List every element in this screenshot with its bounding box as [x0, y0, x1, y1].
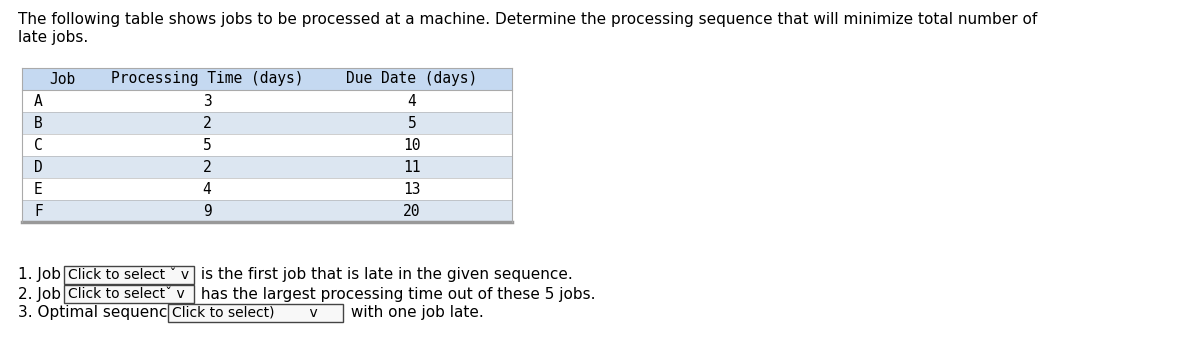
- Text: E: E: [34, 181, 43, 196]
- Text: 4: 4: [408, 94, 416, 109]
- Text: D: D: [34, 160, 43, 175]
- Text: 9: 9: [203, 203, 211, 218]
- Text: 10: 10: [403, 137, 421, 152]
- Text: 3: 3: [203, 94, 211, 109]
- Bar: [168, 304, 342, 322]
- Text: 3. Optimal sequence is: 3. Optimal sequence is: [18, 306, 199, 321]
- Bar: [22, 68, 512, 90]
- Text: Click to selectˇ v: Click to selectˇ v: [67, 287, 185, 301]
- Text: B: B: [34, 116, 43, 131]
- Bar: [22, 134, 512, 156]
- Bar: [22, 112, 512, 134]
- Text: with one job late.: with one job late.: [346, 306, 484, 321]
- Text: A: A: [34, 94, 43, 109]
- Text: 1. Job: 1. Job: [18, 267, 66, 282]
- Text: 2: 2: [203, 116, 211, 131]
- Text: C: C: [34, 137, 43, 152]
- Bar: [64, 285, 193, 303]
- Text: Processing Time (days): Processing Time (days): [110, 71, 304, 86]
- Text: 20: 20: [403, 203, 421, 218]
- Text: Job: Job: [49, 71, 76, 86]
- Text: 5: 5: [408, 116, 416, 131]
- Text: Click to select)        v: Click to select) v: [172, 306, 317, 320]
- Text: has the largest processing time out of these 5 jobs.: has the largest processing time out of t…: [197, 287, 596, 302]
- Bar: [64, 266, 193, 284]
- Text: 13: 13: [403, 181, 421, 196]
- Text: late jobs.: late jobs.: [18, 30, 89, 45]
- Text: Click to select ˇ v: Click to select ˇ v: [67, 268, 188, 282]
- Text: 5: 5: [203, 137, 211, 152]
- Text: F: F: [34, 203, 43, 218]
- Text: 2: 2: [203, 160, 211, 175]
- Text: is the first job that is late in the given sequence.: is the first job that is late in the giv…: [197, 267, 574, 282]
- Text: 11: 11: [403, 160, 421, 175]
- Bar: [22, 200, 512, 222]
- Text: Due Date (days): Due Date (days): [347, 71, 478, 86]
- Bar: [22, 90, 512, 112]
- Bar: [22, 178, 512, 200]
- Text: 4: 4: [203, 181, 211, 196]
- Text: 2. Job: 2. Job: [18, 287, 66, 302]
- Bar: [22, 156, 512, 178]
- Text: The following table shows jobs to be processed at a machine. Determine the proce: The following table shows jobs to be pro…: [18, 12, 1037, 27]
